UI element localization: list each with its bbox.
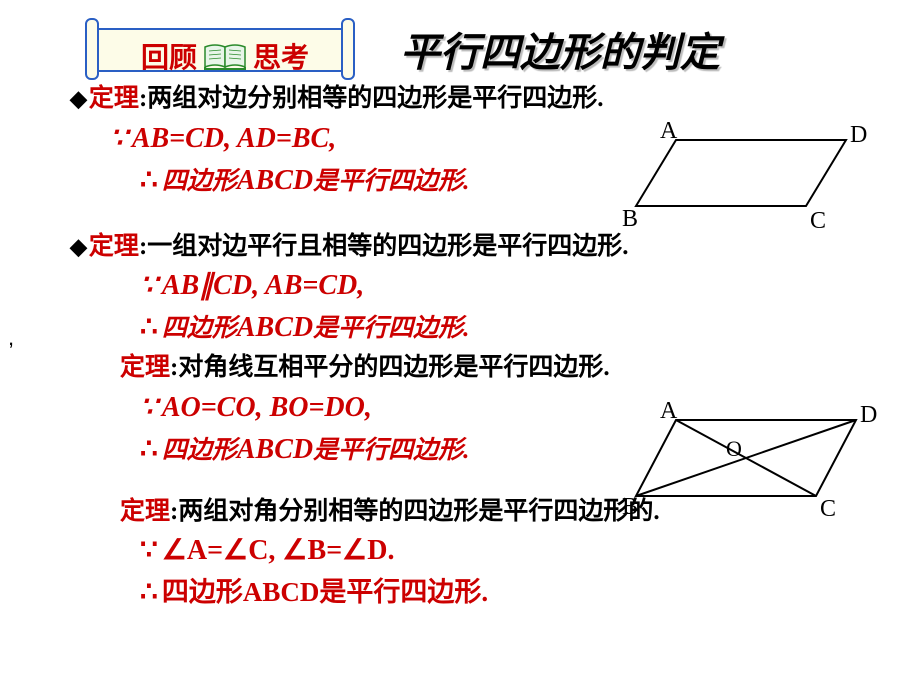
theorem-4-given: ∠A=∠C, ∠B=∠D. <box>70 530 900 572</box>
theorem-statement: :一组对边平行且相等的四边形是平行四边形. <box>139 233 629 260</box>
theorem-2-conclusion: 四边形ABCD是平行四边形. <box>70 307 900 349</box>
conclusion-suffix: 是平行四边形. <box>319 577 488 607</box>
parallelogram-diagram-2: A D B C O <box>620 400 880 520</box>
label-A: A <box>660 120 678 144</box>
therefore-icon <box>140 315 162 342</box>
label-C: C <box>820 496 836 520</box>
given-text: AB∥CD, AB=CD, <box>140 270 364 301</box>
conclusion-math: ABCD <box>237 312 313 343</box>
given-text: AO=CO, BO=DO, <box>140 392 372 423</box>
conclusion-math: ABCD <box>237 434 313 465</box>
conclusion-suffix: 是平行四边形. <box>313 437 469 464</box>
conclusion-prefix: 四边形 <box>162 437 237 464</box>
label-B: B <box>622 206 638 230</box>
banner-right-label: 思考 <box>253 36 309 76</box>
theorem-3: 定理:对角线互相平分的四边形是平行四边形. <box>70 349 900 387</box>
theorem-statement: :两组对边分别相等的四边形是平行四边形. <box>139 85 604 112</box>
bullet-icon: ◆ <box>70 234 87 259</box>
theorem-statement: :对角线互相平分的四边形是平行四边形. <box>170 354 610 381</box>
theorem-label: 定理 <box>89 85 139 112</box>
conclusion-prefix: 四边形 <box>162 315 237 342</box>
therefore-icon <box>140 168 162 195</box>
review-banner: 回顾 思考 <box>85 18 355 76</box>
theorem-label: 定理 <box>120 354 170 381</box>
theorem-4-conclusion: 四边形ABCD是平行四边形. <box>70 572 900 614</box>
label-D: D <box>860 402 877 428</box>
theorem-2-given: AB∥CD, AB=CD, <box>70 265 900 307</box>
conclusion-math: ABCD <box>243 577 320 607</box>
bullet-icon: ◆ <box>70 86 87 111</box>
theorem-label: 定理 <box>89 233 139 260</box>
theorem-1: ◆定理:两组对边分别相等的四边形是平行四边形. <box>70 80 900 118</box>
theorem-2: ◆定理:一组对边平行且相等的四边形是平行四边形. <box>70 228 900 266</box>
page-title: 平行四边形的判定 <box>400 20 720 78</box>
book-icon <box>203 41 247 71</box>
given-text: ∠A=∠C, ∠B=∠D. <box>140 535 394 566</box>
therefore-icon <box>140 437 162 464</box>
theorem-statement: :两组对角分别相等的四边形是平行四边形的. <box>170 498 660 525</box>
scroll-cap-left <box>85 18 99 80</box>
given-text: AB=CD, AD=BC, <box>110 123 336 154</box>
conclusion-math: ABCD <box>237 165 313 196</box>
conclusion-prefix: 四边形 <box>162 577 243 607</box>
label-O: O <box>726 436 742 461</box>
label-A: A <box>660 400 678 424</box>
conclusion-suffix: 是平行四边形. <box>313 315 469 342</box>
banner-text: 回顾 思考 <box>105 36 345 76</box>
therefore-icon <box>140 577 162 607</box>
stray-comma: , <box>8 325 14 351</box>
label-B: B <box>622 494 638 520</box>
label-C: C <box>810 208 826 230</box>
conclusion-suffix: 是平行四边形. <box>313 168 469 195</box>
banner-left-label: 回顾 <box>141 36 197 76</box>
conclusion-prefix: 四边形 <box>162 168 237 195</box>
theorem-label: 定理 <box>120 498 170 525</box>
label-D: D <box>850 122 867 148</box>
parallelogram-diagram-1: A D B C <box>620 120 870 230</box>
